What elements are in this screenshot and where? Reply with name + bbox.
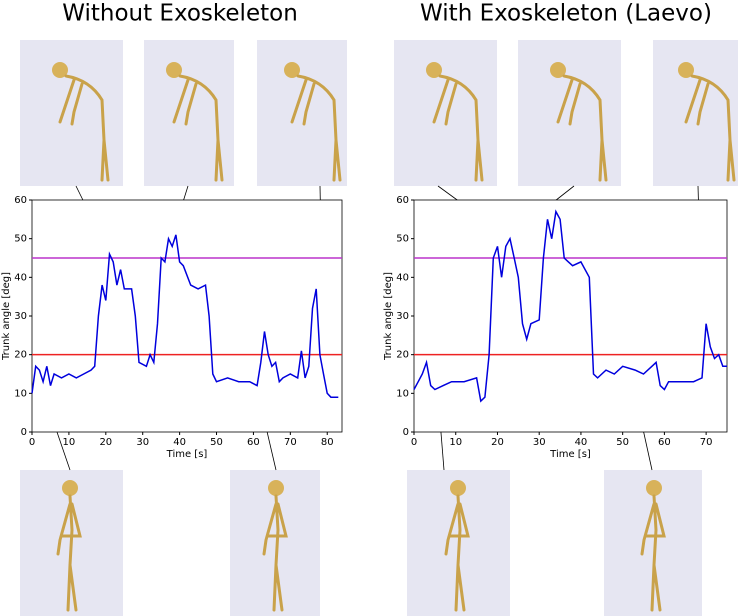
chart-title: Without Exoskeleton [62,1,298,27]
y-tick-label: 0 [21,427,27,438]
x-tick-label: 40 [173,437,186,448]
plot-area [31,199,343,433]
x-tick-label: 50 [616,437,629,448]
x-tick-label: 80 [321,437,334,448]
x-tick-label: 30 [533,437,546,448]
x-tick-label: 40 [575,437,588,448]
y-axis-label: Trunk angle [deg] [1,272,12,361]
data-line [413,209,727,403]
x-axis-label: Time [s] [549,449,591,460]
x-tick-label: 20 [99,437,112,448]
plot-area [413,199,728,433]
x-tick-label: 0 [411,437,417,448]
data-line [31,234,339,398]
x-tick-label: 70 [284,437,297,448]
x-tick-label: 30 [136,437,149,448]
thumbnails [20,40,738,616]
x-tick-label: 60 [247,437,260,448]
y-tick-label: 10 [14,388,27,399]
y-tick-label: 60 [396,195,409,206]
x-tick-label: 10 [449,437,462,448]
x-tick-label: 50 [210,437,223,448]
y-tick-label: 20 [14,350,27,361]
y-tick-label: 50 [396,234,409,245]
x-tick-label: 60 [658,437,671,448]
x-axis-label: Time [s] [166,449,208,460]
y-tick-label: 0 [403,427,409,438]
x-tick-label: 0 [29,437,35,448]
chart-title: With Exoskeleton (Laevo) [420,1,712,27]
y-tick-label: 40 [396,272,409,283]
y-tick-label: 30 [14,311,27,322]
x-tick-label: 70 [700,437,713,448]
y-tick-label: 50 [14,234,27,245]
y-tick-label: 20 [396,350,409,361]
x-tick-label: 10 [63,437,76,448]
x-tick-label: 20 [491,437,504,448]
y-tick-label: 30 [396,311,409,322]
y-tick-label: 60 [14,195,27,206]
y-tick-label: 40 [14,272,27,283]
y-axis-label: Trunk angle [deg] [383,272,394,361]
y-tick-label: 10 [396,388,409,399]
